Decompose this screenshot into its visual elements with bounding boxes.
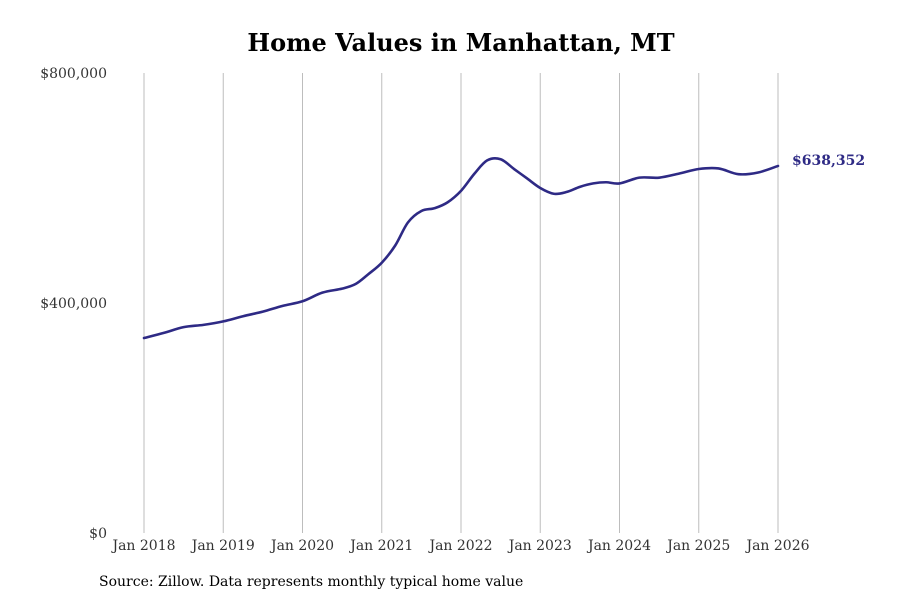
x-tick-label: Jan 2022 (427, 538, 492, 554)
y-tick-label: $0 (89, 526, 107, 542)
x-tick-label: Jan 2020 (269, 538, 334, 554)
x-tick-label: Jan 2026 (744, 538, 809, 554)
x-tick-label: Jan 2023 (507, 538, 572, 554)
x-tick-label: Jan 2024 (586, 538, 651, 554)
x-tick-label: Jan 2025 (665, 538, 730, 554)
x-tick-label: Jan 2019 (190, 538, 255, 554)
y-tick-label: $800,000 (40, 66, 107, 82)
y-tick-label: $400,000 (40, 296, 107, 312)
x-tick-label: Jan 2021 (348, 538, 413, 554)
end-value-label: $638,352 (792, 153, 865, 169)
series-line (142, 157, 780, 340)
x-tick-label: Jan 2018 (110, 538, 175, 554)
chart-title: Home Values in Manhattan, MT (247, 28, 675, 57)
source-note: Source: Zillow. Data represents monthly … (99, 574, 524, 590)
